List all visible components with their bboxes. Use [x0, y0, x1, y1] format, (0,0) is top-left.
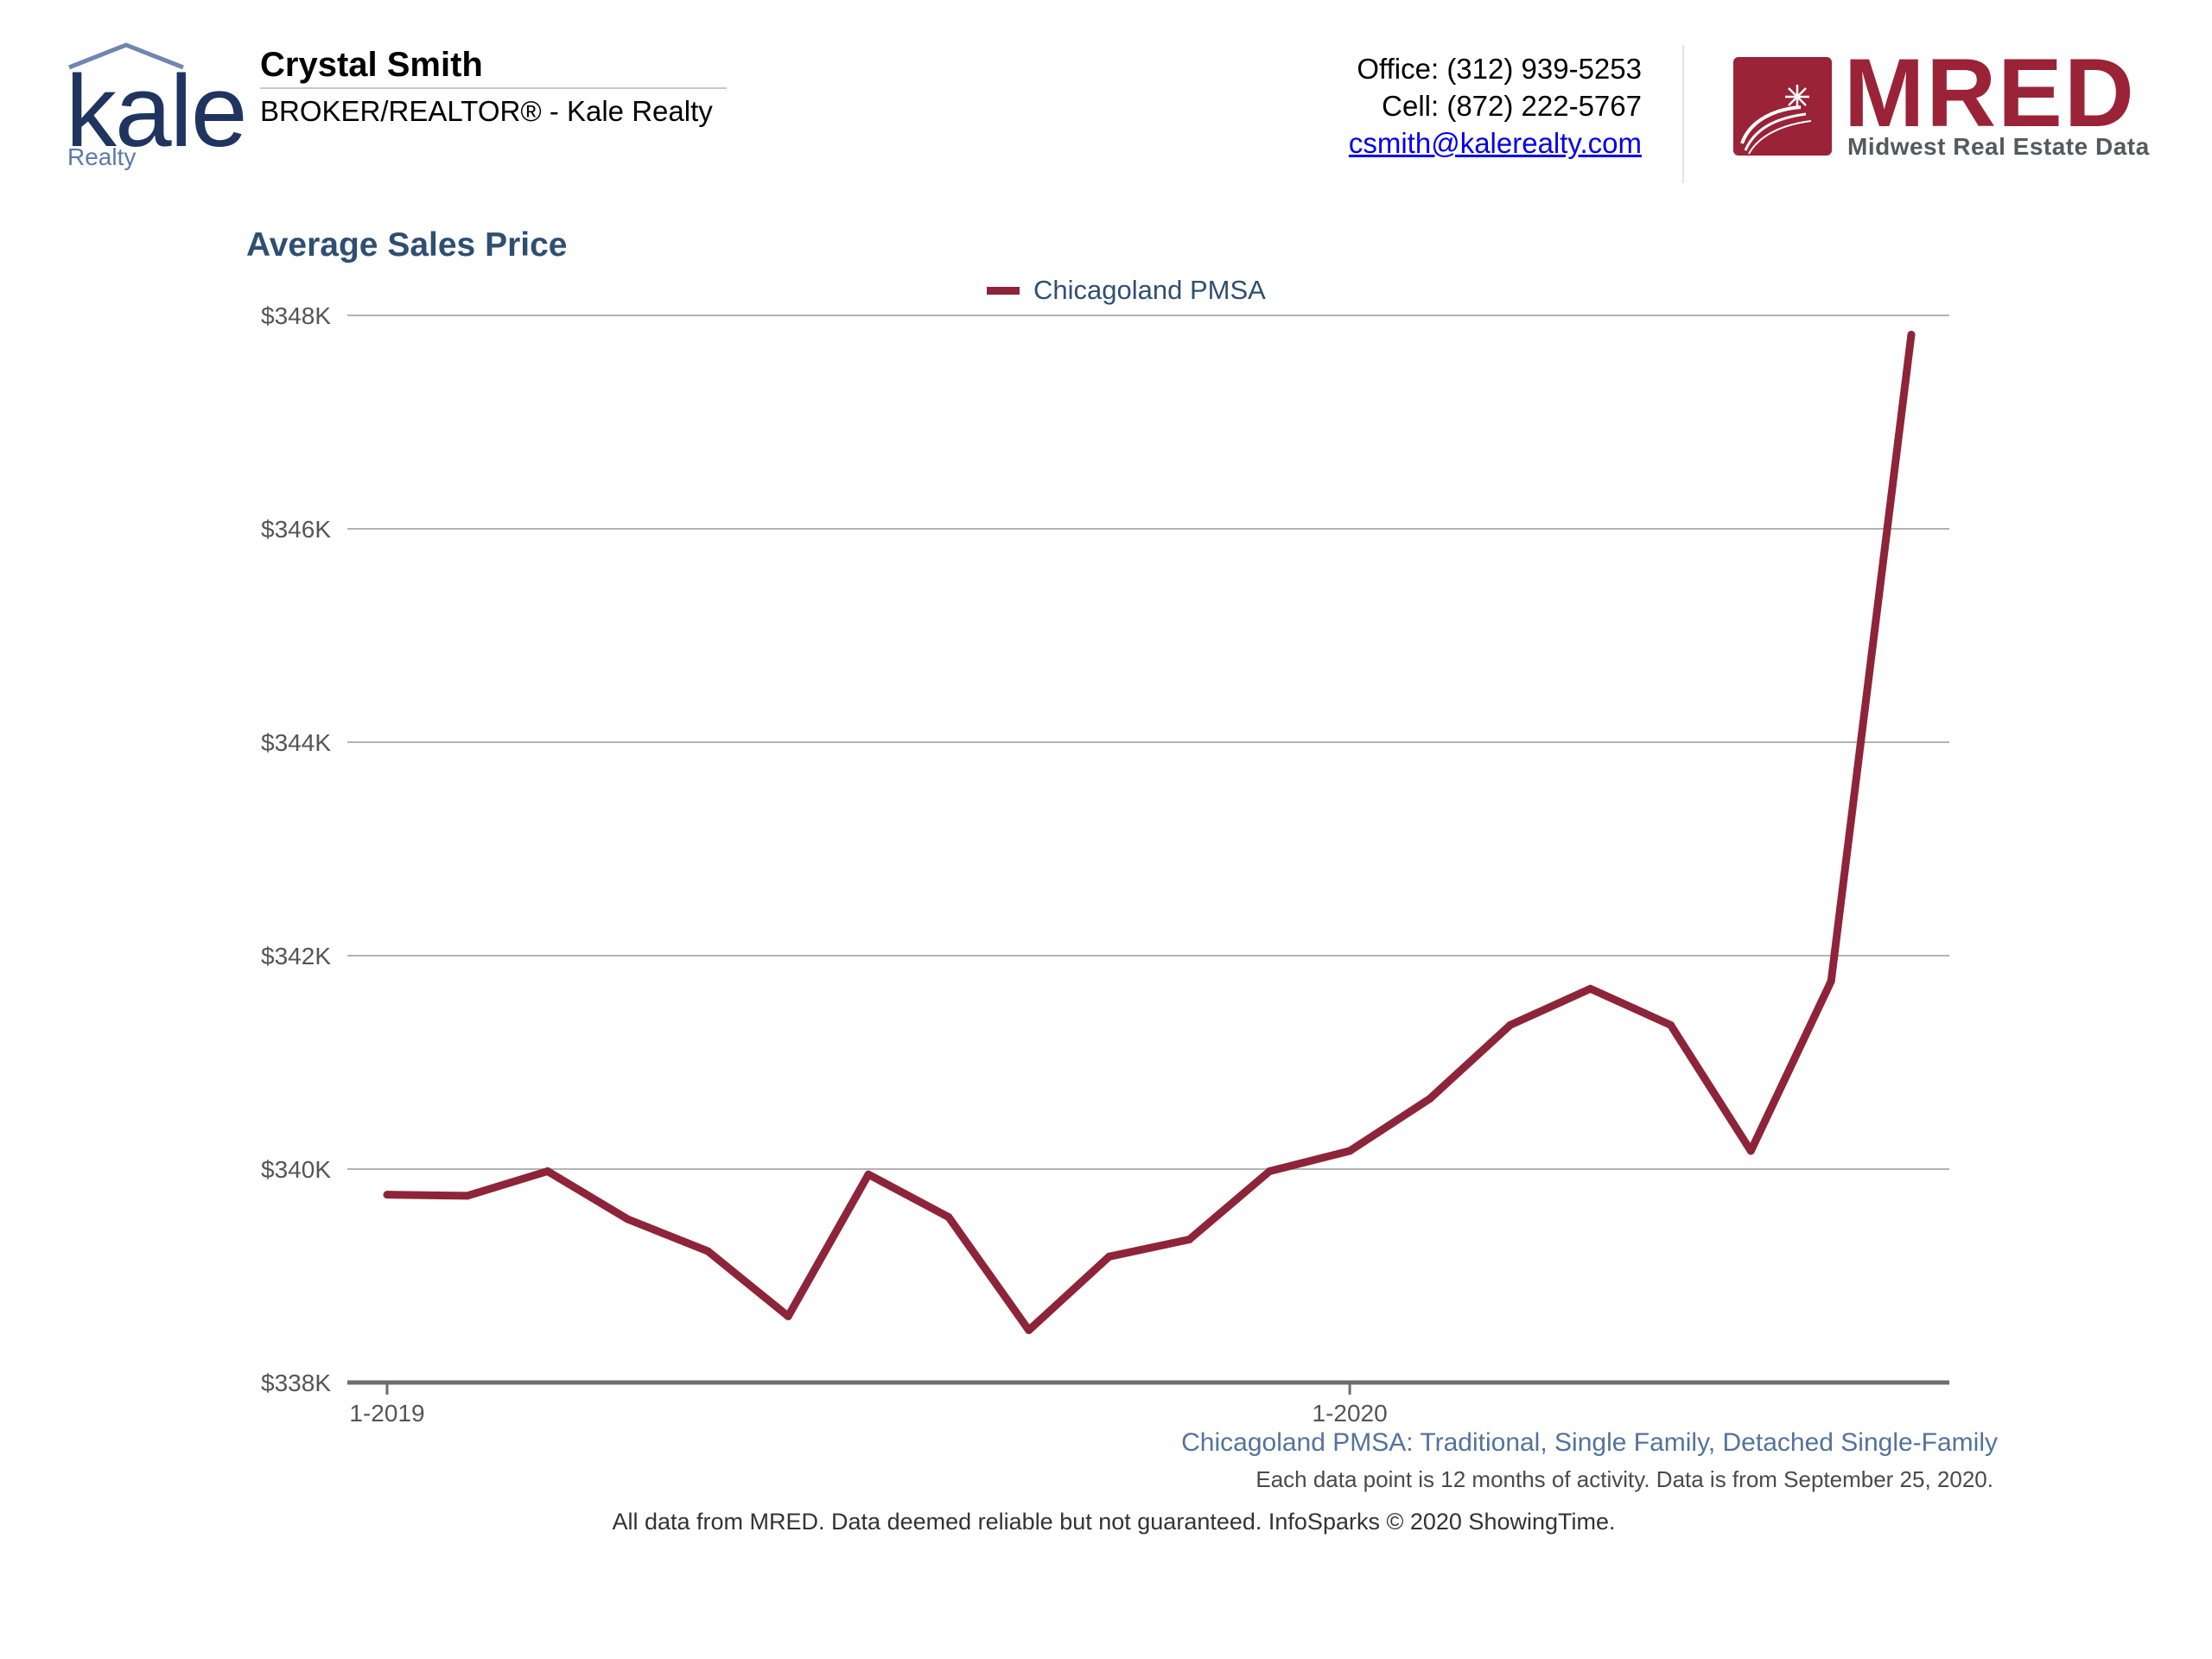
data-point [1265, 1166, 1274, 1175]
header-divider [1682, 45, 1684, 183]
house-roof-icon [68, 42, 184, 70]
agent-name: Crystal Smith [260, 46, 483, 84]
data-point [784, 1312, 792, 1320]
legend-label: Chicagoland PMSA [1033, 275, 1266, 305]
legend-swatch [987, 287, 1020, 295]
x-axis-ticks: 1-2019 1-2020 [349, 1382, 1388, 1427]
mred-logo-subtext: Midwest Real Estate Data [1847, 133, 2150, 160]
data-point [1746, 1147, 1755, 1155]
data-point [944, 1213, 953, 1222]
data-point [624, 1215, 632, 1224]
office-phone: Office: (312) 939-5253 [1357, 53, 1642, 85]
data-point [1185, 1236, 1193, 1244]
data-point [383, 1191, 391, 1199]
data-point [543, 1166, 552, 1175]
mred-logo: MRED Midwest Real Estate Data [1733, 45, 2169, 162]
chart-title: Average Sales Price [246, 226, 568, 264]
agent-title: BROKER/REALTOR® - Kale Realty [260, 95, 713, 127]
data-point [1105, 1252, 1114, 1261]
data-point [463, 1192, 472, 1200]
y-tick-label: $344K [261, 729, 331, 756]
contact-block: Office: (312) 939-5253 Cell: (872) 222-5… [1349, 50, 1642, 162]
y-tick-label: $338K [261, 1370, 331, 1396]
x-tick-label: 1-2019 [349, 1400, 424, 1427]
data-point [864, 1170, 873, 1179]
y-tick-label: $348K [261, 302, 331, 329]
footer-disclaimer: All data from MRED. Data deemed reliable… [612, 1509, 1616, 1535]
x-tick-label: 1-2020 [1313, 1400, 1388, 1427]
kale-logo-subtext: Realty [67, 143, 137, 170]
grid-layer [347, 315, 1949, 1385]
email-link[interactable]: csmith@kalerealty.com [1348, 127, 1642, 159]
series-layer [383, 330, 1916, 1334]
data-point [1666, 1020, 1675, 1029]
mred-badge-icon [1733, 57, 1832, 156]
data-point [1586, 984, 1595, 993]
y-axis-ticks: $338K $340K $342K $344K $346K $348K [261, 302, 331, 1396]
data-point [703, 1247, 712, 1255]
y-tick-label: $342K [261, 943, 331, 969]
y-tick-label: $346K [261, 516, 331, 543]
kale-realty-logo: kale Realty [66, 40, 247, 178]
y-tick-label: $340K [261, 1156, 331, 1183]
chart-note: Each data point is 12 months of activity… [1255, 1466, 1993, 1492]
data-point [1345, 1147, 1354, 1155]
agent-divider [260, 87, 727, 89]
data-point [1827, 977, 1835, 986]
data-point [1506, 1020, 1515, 1029]
data-point [1025, 1325, 1033, 1334]
data-point [1907, 330, 1916, 339]
mred-logo-text: MRED [1844, 39, 2136, 147]
data-point [1426, 1094, 1434, 1103]
kale-logo-text: kale [66, 54, 247, 168]
series-line [386, 334, 1916, 1334]
cell-phone: Cell: (872) 222-5767 [1382, 90, 1642, 122]
chart-subtitle: Chicagoland PMSA: Traditional, Single Fa… [1181, 1428, 1998, 1457]
